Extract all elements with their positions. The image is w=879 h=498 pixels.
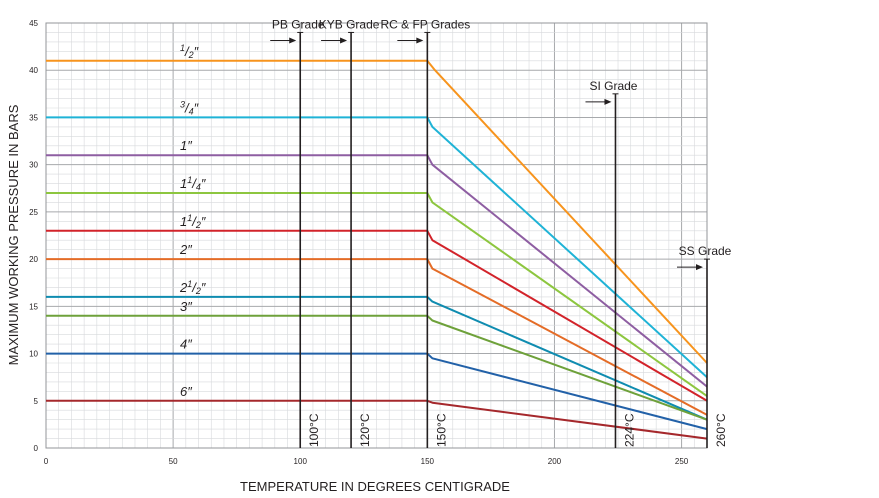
series-line [46,399,708,440]
y-tick-label: 0 [34,444,39,453]
series-label: 3″ [180,299,192,314]
temperature-label: 260°C [714,413,728,447]
x-tick-label: 0 [44,457,49,466]
grade-label: PB Grade [272,17,325,31]
series-label-whole: 1 [180,138,187,153]
series-label: 2″ [179,242,192,257]
series-label-whole: 1 [180,176,187,191]
series-label-numerator: 1 [187,279,192,289]
series-label: 1″ [180,138,192,153]
series-label-inch-mark: ″ [187,138,192,153]
series-line [46,295,708,421]
y-tick-label: 10 [29,350,38,359]
series-line [46,229,708,402]
series-label: 6″ [180,384,192,399]
x-tick-label: 100 [294,457,308,466]
y-tick-label: 5 [34,397,39,406]
grade-arrow-head [340,37,348,44]
y-tick-label: 35 [29,113,38,122]
y-tick-label: 25 [29,208,38,217]
y-tick-label: 40 [29,66,38,75]
axis-ticks: 0 50 100 150 200 250 0 5 10 15 20 25 30 35 40 45 [29,19,689,466]
series-label-numerator: 3 [180,99,185,109]
series-label-slash: / [191,280,197,295]
x-tick-label: 250 [675,457,689,466]
grade-markers: PB Grade 100°C KYB Grade 120°C RC & FP Grade… [270,17,732,448]
series-label: 3/4″ [180,99,199,116]
grade-arrow-head [604,98,612,105]
plot-frame [45,22,708,449]
grade-arrow-head [289,37,297,44]
grade-arrow-head [416,37,424,44]
series-label-slash: / [191,176,197,191]
y-tick-label: 20 [29,255,38,264]
grade-label: KYB Grade [319,17,380,31]
series-label-slash: / [184,44,190,59]
series-label-whole: 3 [180,299,188,314]
x-tick-label: 200 [548,457,562,466]
y-axis-title: MAXIMUM WORKING PRESSURE IN BARS [6,104,21,365]
series-label-inch-mark: ″ [194,44,199,59]
x-tick-label: 150 [421,457,435,466]
series-label-numerator: 1 [187,213,192,223]
series-label-inch-mark: ″ [201,176,206,191]
series-label-denominator: 2 [188,50,194,60]
series-label-inch-mark: ″ [187,384,192,399]
series-label-whole: 2 [179,280,188,295]
series-label-whole: 1 [180,214,187,229]
series-label-denominator: 2 [195,286,201,296]
series-label-denominator: 4 [189,106,194,116]
series-line [46,258,708,416]
series-line [46,192,708,397]
temperature-label: 100°C [307,413,321,447]
series-label-slash: / [191,214,197,229]
series-lines [46,59,708,440]
series-label-inch-mark: ″ [194,100,199,115]
x-axis-title: TEMPERATURE IN DEGREES CENTIGRADE [240,479,510,494]
grade-label: SI Grade [589,79,637,93]
series-line [46,59,708,364]
series-label-denominator: 2 [195,220,201,230]
x-tick-label: 50 [169,457,178,466]
series-label: 11/4″ [180,175,206,192]
series-label-inch-mark: ″ [201,214,206,229]
temperature-label: 224°C [622,413,636,447]
temperature-label: 150°C [434,413,448,447]
series-label-denominator: 4 [196,182,201,192]
series-label-slash: / [184,100,190,115]
grade-label: RC & FP Grades [380,17,470,31]
series-label: 1/2″ [180,43,199,60]
series-label: 21/2″ [179,279,206,296]
series-label-inch-mark: ″ [187,337,192,352]
y-tick-label: 15 [29,302,38,311]
series-label-inch-mark: ″ [187,299,192,314]
grade-label: SS Grade [679,244,732,258]
series-label-numerator: 1 [180,43,185,53]
series-label-whole: 4 [180,337,187,352]
series-line [46,154,708,388]
series-label-whole: 2 [179,242,188,257]
series-line [46,116,708,378]
series-label: 4″ [180,337,192,352]
y-tick-label: 30 [29,161,38,170]
series-label-inch-mark: ″ [201,280,206,295]
series-label-numerator: 1 [187,175,192,185]
y-tick-label: 45 [29,19,38,28]
series-label-whole: 6 [180,384,188,399]
series-label-inch-mark: ″ [187,242,192,257]
series-labels: 1/2″3/4″1″11/4″11/2″2″21/2″3″4″6″ [179,43,206,399]
grade-arrow-head [696,264,703,271]
series-label: 11/2″ [180,213,206,230]
series-line [46,314,708,421]
temperature-label: 120°C [358,413,372,447]
chart-grid [45,22,708,449]
series-line [46,352,708,431]
